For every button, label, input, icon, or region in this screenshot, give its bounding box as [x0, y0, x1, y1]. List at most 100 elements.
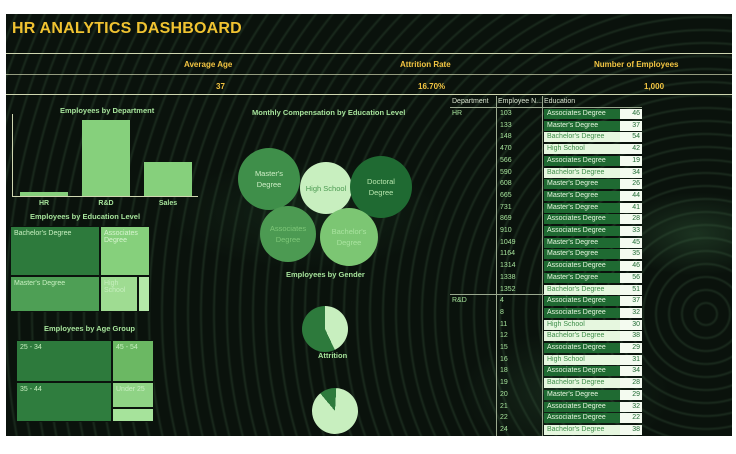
table-cell-employee-number: 1352 [500, 285, 516, 293]
kpi-mid-divider [6, 74, 732, 75]
dept-tick-hr: HR [38, 200, 50, 207]
table-row[interactable]: Associates Degree 34 [544, 366, 642, 377]
table-cell-education: Master's Degree [544, 120, 620, 131]
table-cell-employee-number: 665 [500, 191, 512, 199]
treemap-cell-doctoral[interactable] [138, 276, 150, 312]
table-row[interactable]: Master's Degree 44 [544, 190, 642, 201]
age-cell-under-25[interactable]: Under 25 [112, 382, 154, 408]
table-row[interactable]: Bachelor's Degree 51 [544, 284, 642, 295]
table-row[interactable]: High School 30 [544, 319, 642, 330]
table-row[interactable]: Associates Degree 32 [544, 401, 642, 412]
table-cell-value: 34 [620, 366, 642, 377]
table-cell-employee-number: 869 [500, 215, 512, 223]
table-row[interactable]: Associates Degree 19 [544, 155, 642, 166]
table-cell-value: 29 [620, 343, 642, 353]
table-cell-value: 35 [620, 249, 642, 260]
table-row[interactable]: Associates Degree 29 [544, 343, 642, 353]
table-header-employee[interactable]: Employee N... [498, 98, 542, 105]
bubble-masters[interactable]: Master's Degree [238, 148, 300, 210]
dept-bar-sales[interactable] [144, 162, 192, 196]
table-cell-education: Associates Degree [544, 296, 620, 307]
table-cell-employee-number: 24 [500, 425, 508, 433]
table-cell-education: Master's Degree [544, 179, 620, 190]
table-row[interactable]: Associates Degree 46 [544, 261, 642, 272]
kpi-attrition-value: 16.70% [418, 82, 446, 91]
treemap-cell-bachelors[interactable]: Bachelor's Degree [10, 226, 100, 276]
table-row[interactable]: Associates Degree 22 [544, 413, 642, 424]
education-treemap-title: Employees by Education Level [30, 212, 141, 221]
gender-pie[interactable] [302, 306, 348, 352]
table-row[interactable]: Bachelor's Degree 38 [544, 331, 642, 342]
table-cell-employee-number: 590 [500, 168, 512, 176]
bubble-doctoral[interactable]: Doctoral Degree [350, 156, 412, 218]
table-cell-education: Associates Degree [544, 307, 620, 318]
table-cell-education: High School [544, 354, 620, 365]
table-row[interactable]: Master's Degree 26 [544, 179, 642, 190]
table-cell-value: 37 [620, 296, 642, 307]
table-cell-department: R&D [452, 297, 467, 305]
bubble-highschool[interactable]: High School [300, 162, 352, 214]
table-row[interactable]: Bachelor's Degree 34 [544, 167, 642, 178]
table-header-education[interactable]: Education [544, 98, 576, 105]
table-cell-value: 37 [620, 120, 642, 131]
table-cell-value: 46 [620, 109, 642, 119]
dept-bar-rd[interactable] [82, 120, 130, 196]
table-cell-value: 32 [620, 307, 642, 318]
table-cell-education: Associates Degree [544, 343, 620, 353]
table-row[interactable]: Master's Degree 45 [544, 237, 642, 248]
bubble-bachelors[interactable]: Bachelor's Degree [320, 208, 378, 266]
table-cell-value: 51 [620, 284, 642, 295]
table-cell-education: Associates Degree [544, 226, 620, 236]
table-cell-employee-number: 18 [500, 367, 508, 375]
table-row[interactable]: Master's Degree 37 [544, 120, 642, 131]
bubble-associates[interactable]: Associates Degree [260, 206, 316, 262]
table-cell-education: Bachelor's Degree [544, 378, 620, 389]
kpi-avg-age-label: Average Age [184, 60, 233, 69]
table-row[interactable]: Associates Degree 46 [544, 109, 642, 119]
table-cell-value: 46 [620, 261, 642, 272]
table-cell-employee-number: 15 [500, 344, 508, 351]
table-row[interactable]: Bachelor's Degree 38 [544, 424, 642, 435]
age-cell-25-34[interactable]: 25 - 34 [16, 340, 112, 382]
table-row[interactable]: Associates Degree 37 [544, 296, 642, 307]
table-cell-employee-number: 12 [500, 332, 508, 340]
age-cell-35-44[interactable]: 35 - 44 [16, 382, 112, 422]
bubble-label-masters: Master's Degree [254, 169, 284, 189]
table-cell-employee-number: 133 [500, 121, 512, 129]
table-row[interactable]: Associates Degree 33 [544, 226, 642, 236]
table-cell-education: Associates Degree [544, 261, 620, 272]
table-cell-value: 54 [620, 132, 642, 143]
age-cell-55-plus[interactable] [112, 408, 154, 422]
table-header-line [450, 107, 642, 108]
table-cell-employee-number: 470 [500, 145, 512, 153]
table-cell-education: Bachelor's Degree [544, 167, 620, 178]
treemap-cell-masters[interactable]: Master's Degree [10, 276, 100, 312]
treemap-cell-associates[interactable]: Associates Degree [100, 226, 150, 276]
table-row[interactable]: Associates Degree 28 [544, 214, 642, 225]
kpi-avg-age-value: 37 [216, 82, 225, 91]
kpi-top-divider [6, 53, 732, 54]
treemap-cell-highschool[interactable]: High School [100, 276, 138, 312]
attrition-pie[interactable] [302, 378, 368, 436]
table-cell-education: Bachelor's Degree [544, 284, 620, 295]
table-row[interactable]: Master's Degree 29 [544, 389, 642, 400]
table-row[interactable]: Associates Degree 32 [544, 307, 642, 318]
table-row[interactable]: Bachelor's Degree 28 [544, 378, 642, 389]
table-row[interactable]: Bachelor's Degree 54 [544, 132, 642, 143]
age-label-under-25: Under 25 [116, 386, 145, 393]
table-cell-education: Master's Degree [544, 202, 620, 213]
table-header-department[interactable]: Department [452, 98, 489, 105]
table-cell-value: 29 [620, 389, 642, 400]
dept-bar-hr[interactable] [20, 191, 68, 196]
table-row[interactable]: Master's Degree 35 [544, 249, 642, 260]
table-row[interactable]: High School 42 [544, 144, 642, 155]
employee-table: Department Employee N... Education HR 103… [450, 96, 642, 436]
age-label-45-54: 45 - 54 [116, 344, 138, 351]
treemap-label-highschool: High School [104, 280, 126, 294]
table-row[interactable]: High School 31 [544, 354, 642, 365]
comp-chart-title: Monthly Compensation by Education Level [252, 108, 406, 117]
table-row[interactable]: Master's Degree 56 [544, 272, 642, 283]
age-cell-45-54[interactable]: 45 - 54 [112, 340, 154, 382]
table-cell-employee-number: 566 [500, 156, 512, 164]
table-row[interactable]: Master's Degree 41 [544, 202, 642, 213]
